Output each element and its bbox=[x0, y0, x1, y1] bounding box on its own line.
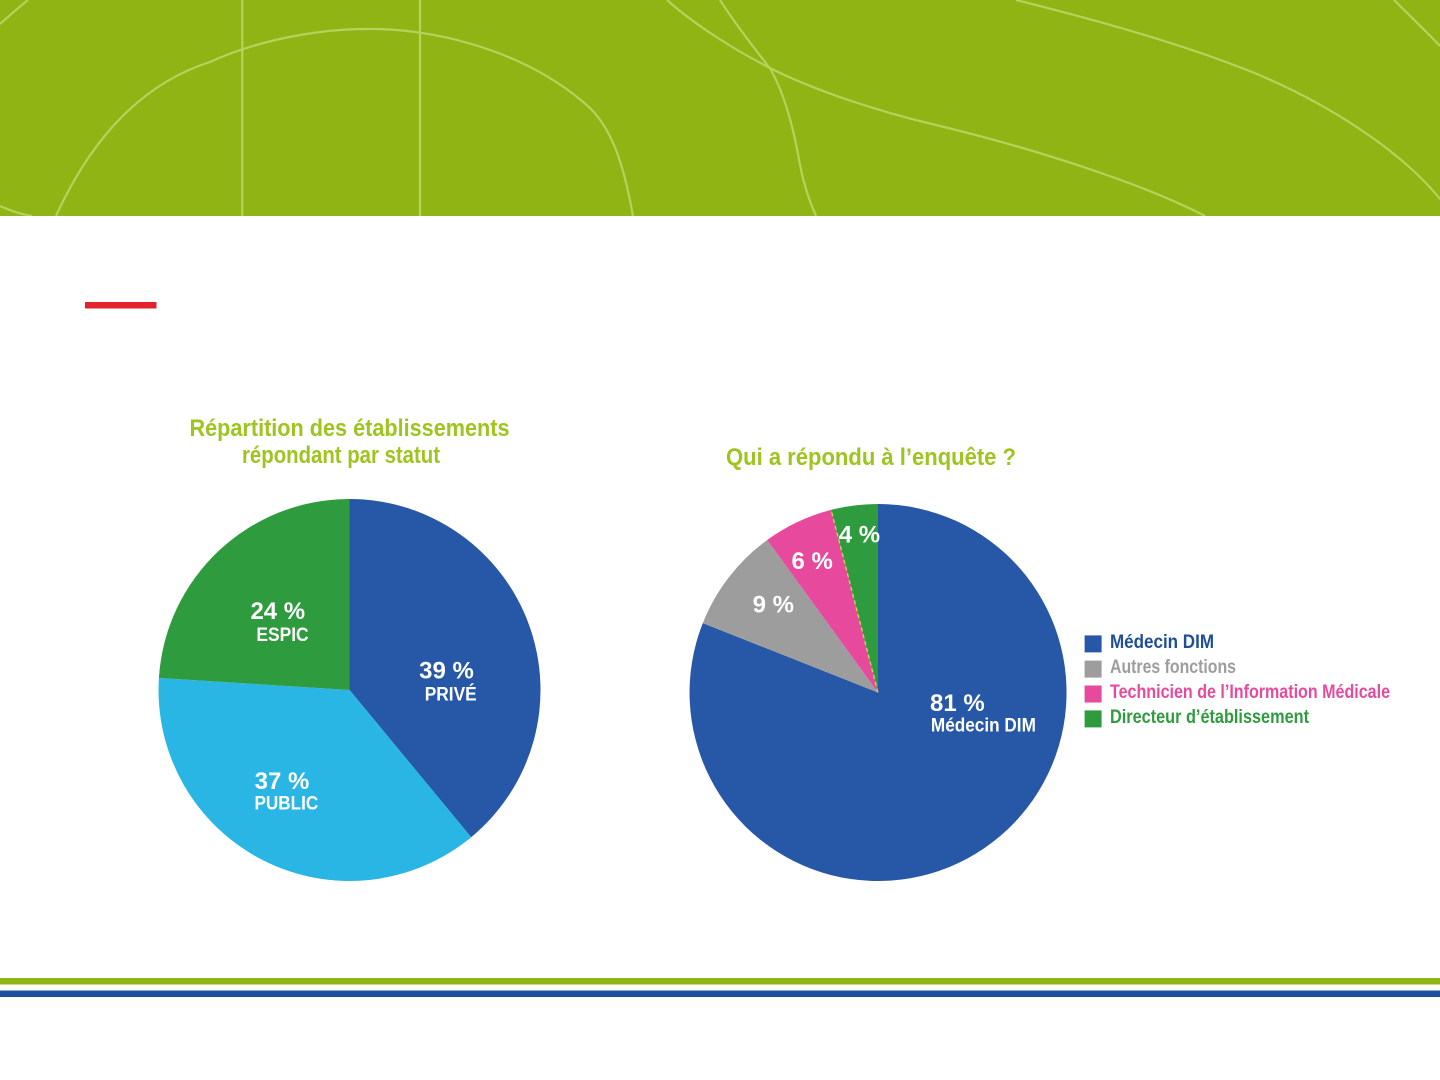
svg-text:Médecin DIM: Médecin DIM bbox=[931, 716, 1036, 737]
svg-text:39 %: 39 % bbox=[419, 658, 474, 685]
svg-text:PUBLIC: PUBLIC bbox=[255, 794, 319, 815]
svg-text:Technicien de l’Information Mé: Technicien de l’Information Médicale bbox=[1110, 682, 1390, 703]
svg-text:répondant par statut: répondant par statut bbox=[242, 442, 440, 469]
svg-text:PRIVÉ: PRIVÉ bbox=[425, 683, 477, 705]
svg-text:6 %: 6 % bbox=[792, 548, 833, 575]
svg-text:Répartition des établissements: Répartition des établissements bbox=[190, 415, 510, 442]
svg-text:Directeur d’établissement: Directeur d’établissement bbox=[1110, 707, 1310, 728]
svg-text:37 %: 37 % bbox=[255, 768, 310, 795]
svg-text:24 %: 24 % bbox=[250, 598, 305, 625]
svg-text:Autres fonctions: Autres fonctions bbox=[1110, 657, 1236, 678]
svg-text:ESPIC: ESPIC bbox=[256, 625, 309, 646]
svg-text:Qui a répondu à l’enquête ?: Qui a répondu à l’enquête ? bbox=[726, 444, 1016, 471]
svg-text:4 %: 4 % bbox=[839, 522, 880, 549]
svg-text:9 %: 9 % bbox=[753, 592, 794, 619]
svg-text:Médecin DIM: Médecin DIM bbox=[1110, 632, 1214, 653]
svg-text:81 %: 81 % bbox=[930, 690, 985, 717]
